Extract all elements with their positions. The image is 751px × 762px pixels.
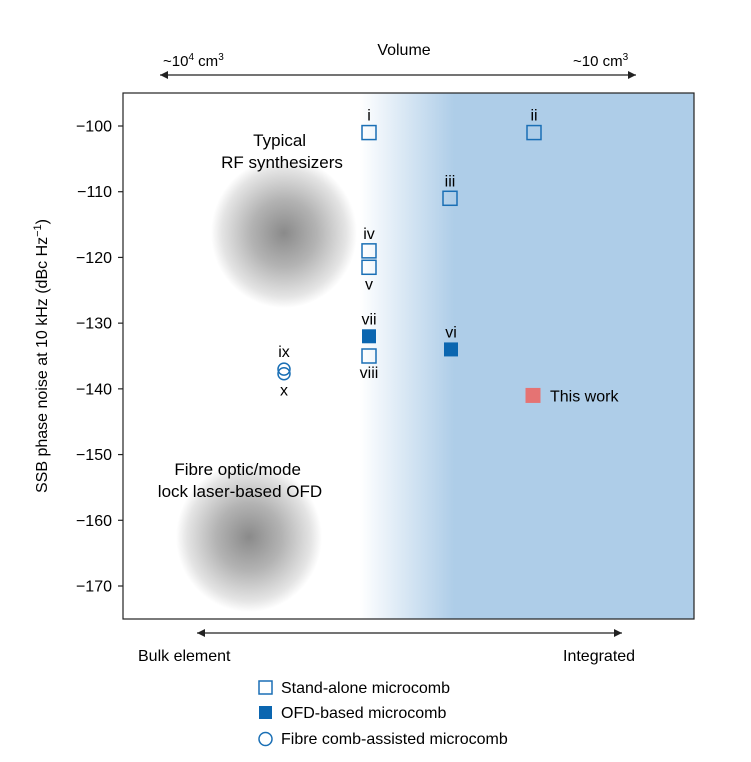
point-marker [361,348,377,364]
point-marker [362,329,376,344]
point-marker [526,124,542,141]
ofd-region-label: Fibre optic/mode lock laser-based OFD [158,460,322,501]
y-tick-label: −110 [77,184,112,201]
rf-synthesizer-region [211,158,357,308]
y-tick-label: −150 [76,447,112,464]
point-marker [361,259,377,276]
point-i: i [361,108,377,141]
point-label: x [280,383,288,400]
legend-fibre-label: Fibre comb-assisted microcomb [281,731,508,748]
bottom-axis: Bulk element Integrated [138,629,635,665]
point-ix: ix [277,344,291,376]
y-tick-label: −140 [76,381,112,398]
point-label: v [365,276,373,293]
integration-arrow-right-head [614,629,622,637]
y-tick-label: −170 [76,579,112,596]
legend-standalone-marker [258,680,273,695]
point-marker [525,387,541,403]
y-tick-label: −100 [76,119,112,136]
point-label: vi [445,324,457,341]
legend-ofd-label: OFD-based microcomb [281,705,446,722]
ofd-region [176,462,322,612]
point-marker [277,362,291,376]
point-label: ix [278,344,290,361]
point-vi: vi [444,324,458,357]
point-iv: iv [361,226,377,259]
point-marker [442,190,458,207]
integration-arrow-left-head [197,629,205,637]
integrated-label: Integrated [563,648,635,665]
point-v: v [361,259,377,293]
point-marker [444,342,458,357]
point-label: vii [361,311,376,328]
point-label: iv [363,226,375,243]
volume-arrow-left-head [160,71,168,79]
top-axis: Volume ~104 cm3 ~10 cm3 [160,42,636,79]
point-vii: vii [361,311,377,344]
y-tick-label: −120 [76,250,112,267]
legend-ofd-marker [259,706,272,719]
point-iii: iii [442,173,458,207]
point-label: ii [530,108,537,125]
bulk-element-label: Bulk element [138,648,231,665]
point-label: viii [360,365,379,382]
legend-standalone-label: Stand-alone microcomb [281,680,450,697]
point-marker [361,124,377,141]
y-tick-label: −160 [76,513,112,530]
volume-left-label: ~104 cm3 [163,52,224,70]
point-this-work: This work [525,387,619,405]
point-ii: ii [526,108,542,141]
point-marker [277,366,291,381]
plot-area: Typical RF synthesizers Fibre optic/mode… [122,92,695,620]
y-tick-label: −130 [76,316,112,333]
legend-fibre-marker [258,731,273,747]
point-label: This work [550,388,619,405]
point-label: i [367,108,371,125]
rf-region-label: Typical RF synthesizers [221,131,343,172]
volume-axis-title: Volume [377,42,430,59]
point-x: x [277,366,291,400]
y-axis: −100 −110 −120 −130 −140 −150 −160 −170 [76,119,123,596]
point-label: iii [445,173,456,190]
y-axis-label: SSB phase noise at 10 kHz (dBc Hz−1) [32,219,51,493]
point-viii: viii [360,348,379,382]
legend: Stand-alone microcomb OFD-based microcom… [258,680,508,748]
volume-arrow-right-head [628,71,636,79]
volume-right-label: ~10 cm3 [573,52,629,70]
point-marker [361,243,377,259]
